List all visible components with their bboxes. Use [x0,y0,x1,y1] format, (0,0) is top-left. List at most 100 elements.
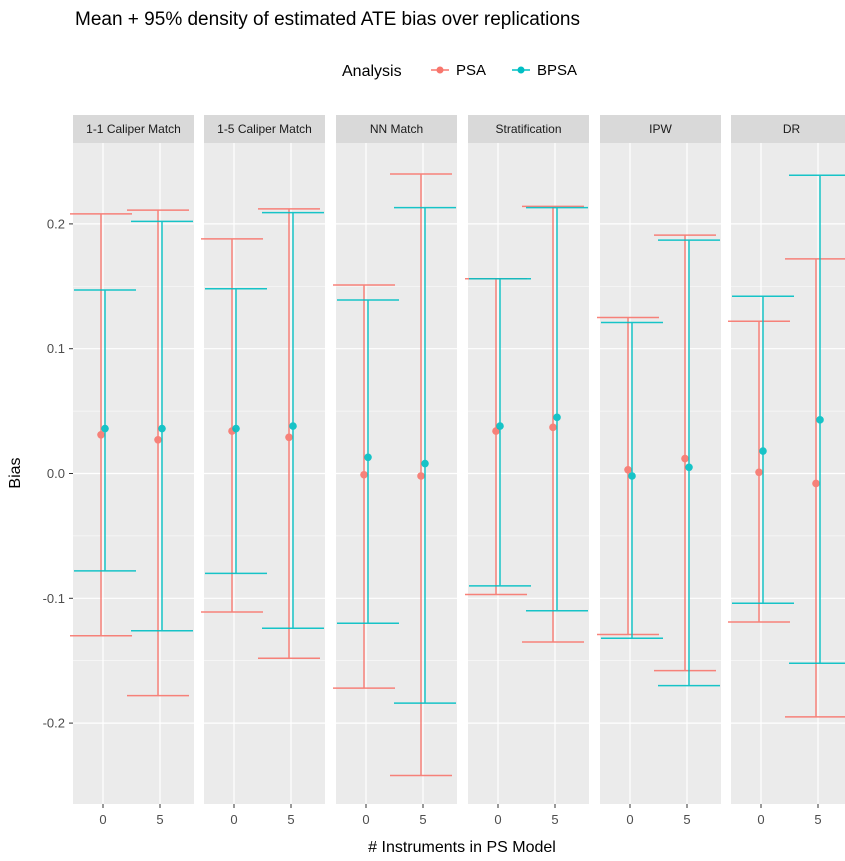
errorbar-bpsa [337,299,399,625]
facet-strip-label: NN Match [370,122,423,136]
errorbar-psa [390,173,452,777]
legend-label: PSA [456,62,486,79]
panel-gridlines [468,143,589,804]
mean-point [816,416,824,424]
x-tick-label: 0 [362,812,369,827]
x-tick-label: 0 [230,812,237,827]
y-tick-label: -0.2 [43,716,65,731]
errorbar-psa [70,213,132,637]
x-tick-label: 5 [814,812,821,827]
errorbar-psa [728,320,790,623]
mean-point [285,433,293,442]
legend-title: Analysis [342,63,402,80]
mean-point [364,453,372,462]
mean-point [496,422,504,430]
errorbar-bpsa [205,288,267,575]
mean-point [549,423,557,432]
mean-point [685,463,693,472]
errorbar-bpsa [262,211,324,630]
errorbar-psa [597,316,659,636]
mean-point [154,436,162,444]
y-tick-label: 0.0 [47,466,65,481]
mean-point [624,465,632,474]
facet-strip-label: 1-1 Caliper Match [86,122,181,136]
x-tick-label: 0 [494,812,501,827]
x-tick-label: 5 [551,812,558,827]
legend-entries: PSA BPSA [431,62,577,79]
mean-point [553,413,561,422]
facet-strip [600,115,721,143]
mean-point [628,472,636,480]
panel-data [70,209,193,697]
facet-strip [468,115,589,143]
errorbar-bpsa [131,220,193,632]
y-axis: -0.2 -0.1 0.0 0.1 0.2 [43,216,73,731]
mean-point [289,422,297,430]
errorbar-psa [258,208,320,659]
mean-point [421,459,429,468]
panel-data [728,174,845,718]
mean-point [158,424,166,433]
x-tick-label: 5 [156,812,163,827]
facet-strip-label: Stratification [495,122,561,136]
legend-entry-psa: PSA [431,62,486,79]
errorbar-psa [522,205,584,643]
x-tick-label: 5 [287,812,294,827]
mean-point [812,479,820,488]
panel-data [333,173,456,777]
facet-panel: DR0 5 [728,115,845,827]
facet-strip [336,115,457,143]
facet-strip [731,115,845,143]
mean-point [232,424,240,433]
facet-strip [204,115,325,143]
facet-strip [73,115,194,143]
mean-point [360,470,368,479]
errorbar-bpsa [732,295,794,605]
errorbar-psa [127,209,189,697]
panel-data [597,234,720,687]
x-tick-label: 5 [419,812,426,827]
mean-point [755,468,763,477]
mean-point [417,472,425,480]
legend-key-dot [436,66,444,74]
errorbar-psa [333,284,395,689]
x-axis-title: # Instruments in PS Model [368,839,556,856]
legend-entry-bpsa: BPSA [512,62,577,79]
x-tick-label: 5 [683,812,690,827]
errorbar-psa [654,234,716,672]
legend: Analysis PSA BPSA [342,62,577,80]
errorbar-bpsa [601,321,663,639]
panel-data [465,205,588,643]
legend-label: BPSA [537,62,577,79]
panel-gridlines [204,143,325,804]
x-tick-label: 0 [99,812,106,827]
mean-point [101,424,109,433]
y-tick-label: 0.1 [47,341,65,356]
x-tick-label: 0 [757,812,764,827]
mean-point [681,454,689,463]
errorbar-bpsa [74,289,136,572]
mean-point [759,447,767,455]
facet-strip-label: DR [783,122,801,136]
facet-strip-label: IPW [649,122,672,136]
panel-data [201,208,324,659]
y-tick-label: -0.1 [43,591,65,606]
errorbar-bpsa [658,239,720,687]
errorbar-psa [785,258,845,718]
facet-strip-label: 1-5 Caliper Match [217,122,312,136]
errorbar-bpsa [394,206,456,704]
errorbar-bpsa [789,174,845,664]
panel-gridlines [73,143,194,804]
y-axis-title: Bias [7,457,24,488]
